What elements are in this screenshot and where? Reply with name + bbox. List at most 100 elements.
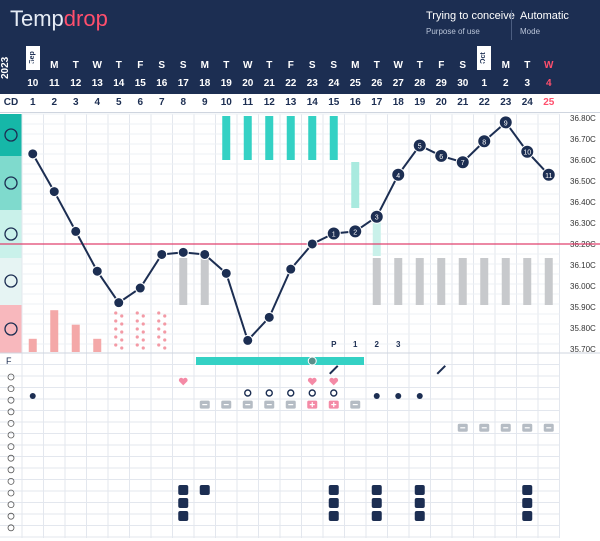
spotting-dot	[163, 346, 167, 350]
symptom-icon	[7, 408, 15, 416]
date-number[interactable]: 18	[199, 78, 211, 89]
mode-value[interactable]: Automatic	[520, 10, 569, 22]
cycle-day: 12	[263, 97, 275, 108]
cycle-day: 24	[521, 97, 533, 108]
date-number[interactable]: 15	[134, 78, 146, 89]
cycle-day: 4	[94, 97, 101, 108]
position-bar	[200, 258, 209, 305]
date-number[interactable]: 19	[220, 78, 232, 89]
cramp-icon	[7, 431, 15, 439]
cycle-day: 19	[414, 97, 426, 108]
open-circle	[244, 389, 252, 397]
point-label: 10	[523, 150, 531, 157]
tracking-square	[414, 485, 425, 495]
date-number[interactable]: 29	[435, 78, 447, 89]
y-tick-label: 36.00C	[570, 282, 596, 291]
date-number[interactable]: 27	[392, 78, 404, 89]
day-of-week: W	[243, 60, 253, 71]
cycle-day: 2	[51, 97, 58, 108]
position-bar	[523, 258, 532, 305]
point-label: 8	[482, 139, 486, 146]
date-number[interactable]: 17	[177, 78, 189, 89]
temperature-point	[369, 209, 384, 224]
day-of-week: S	[308, 60, 316, 71]
spotting-dot	[120, 346, 124, 350]
temperature-point	[156, 248, 168, 260]
cycle-day: 6	[137, 97, 144, 108]
position-bar	[437, 258, 446, 305]
date-number[interactable]: 4	[545, 78, 552, 89]
date-number[interactable]: 30	[457, 78, 469, 89]
tracking-square	[371, 485, 382, 495]
point-label: 1	[332, 232, 336, 239]
other-icon	[7, 524, 15, 532]
date-number[interactable]: 1	[481, 78, 488, 89]
date-number[interactable]: 14	[113, 78, 125, 89]
y-tick-label: 35.70C	[570, 345, 596, 354]
tracking-square	[178, 511, 189, 521]
date-number[interactable]: 20	[242, 78, 254, 89]
digestion-icon	[7, 477, 15, 485]
mood-icon	[7, 396, 15, 404]
day-of-week: T	[72, 60, 79, 71]
date-number[interactable]: 16	[156, 78, 168, 89]
date-number[interactable]: 12	[70, 78, 82, 89]
position-bar	[458, 258, 467, 305]
cervix-icon-glyph	[4, 227, 18, 241]
temperature-point	[520, 144, 535, 159]
thermometer-icon-glyph	[4, 128, 18, 142]
spotting-dot	[135, 343, 139, 347]
open-circle	[287, 389, 295, 397]
temperature-point	[199, 248, 211, 260]
date-number[interactable]: 11	[48, 78, 60, 89]
spotting-dot	[114, 311, 118, 315]
filled-dot	[373, 393, 380, 399]
date-number[interactable]: 10	[27, 78, 39, 89]
cycle-day: 10	[220, 97, 232, 108]
date-number[interactable]: 3	[524, 78, 531, 89]
date-number[interactable]: 28	[414, 78, 426, 89]
day-of-week: W	[92, 60, 102, 71]
date-number[interactable]: 25	[349, 78, 361, 89]
date-number[interactable]: 13	[91, 78, 103, 89]
point-label: 4	[396, 173, 400, 180]
cycle-day: 22	[478, 97, 490, 108]
cycle-day: 3	[72, 97, 79, 108]
cycle-day: 14	[306, 97, 318, 108]
day-of-week: S	[29, 60, 37, 71]
date-number[interactable]: 23	[306, 78, 318, 89]
temperature-point	[348, 224, 363, 239]
cycle-day: 17	[371, 97, 383, 108]
spotting-dot	[163, 314, 167, 318]
point-label: 9	[504, 120, 508, 127]
date-number[interactable]: 22	[285, 78, 297, 89]
purpose-label: Purpose of use	[426, 27, 480, 36]
date-number[interactable]: 26	[371, 78, 383, 89]
spotting-dot	[157, 343, 161, 347]
hand-icon	[7, 512, 15, 520]
lh-bar	[308, 116, 317, 160]
spotting-dot	[157, 319, 161, 323]
temperature-point	[27, 148, 39, 160]
date-number[interactable]: 2	[502, 78, 509, 89]
bleeding-drop-icon-glyph	[4, 322, 18, 336]
cycle-day: 5	[115, 97, 122, 108]
purpose-value[interactable]: Trying to conceive	[426, 10, 515, 22]
energy-icon	[7, 454, 15, 462]
day-of-week: M	[50, 60, 59, 71]
spotting-dot	[157, 327, 161, 331]
day-of-week: W	[544, 60, 554, 71]
temperature-point	[113, 297, 125, 309]
day-of-week: T	[524, 60, 531, 71]
lh-bar	[243, 116, 252, 160]
point-label: 5	[418, 143, 422, 150]
temperature-point	[134, 282, 146, 294]
point-label: 7	[461, 160, 465, 167]
day-of-week: T	[266, 60, 273, 71]
spotting-dot	[157, 311, 161, 315]
date-number[interactable]: 21	[263, 78, 275, 89]
date-number[interactable]: 24	[328, 78, 340, 89]
lh-test-icon-glyph	[4, 176, 18, 190]
cycle-day: 21	[457, 97, 469, 108]
